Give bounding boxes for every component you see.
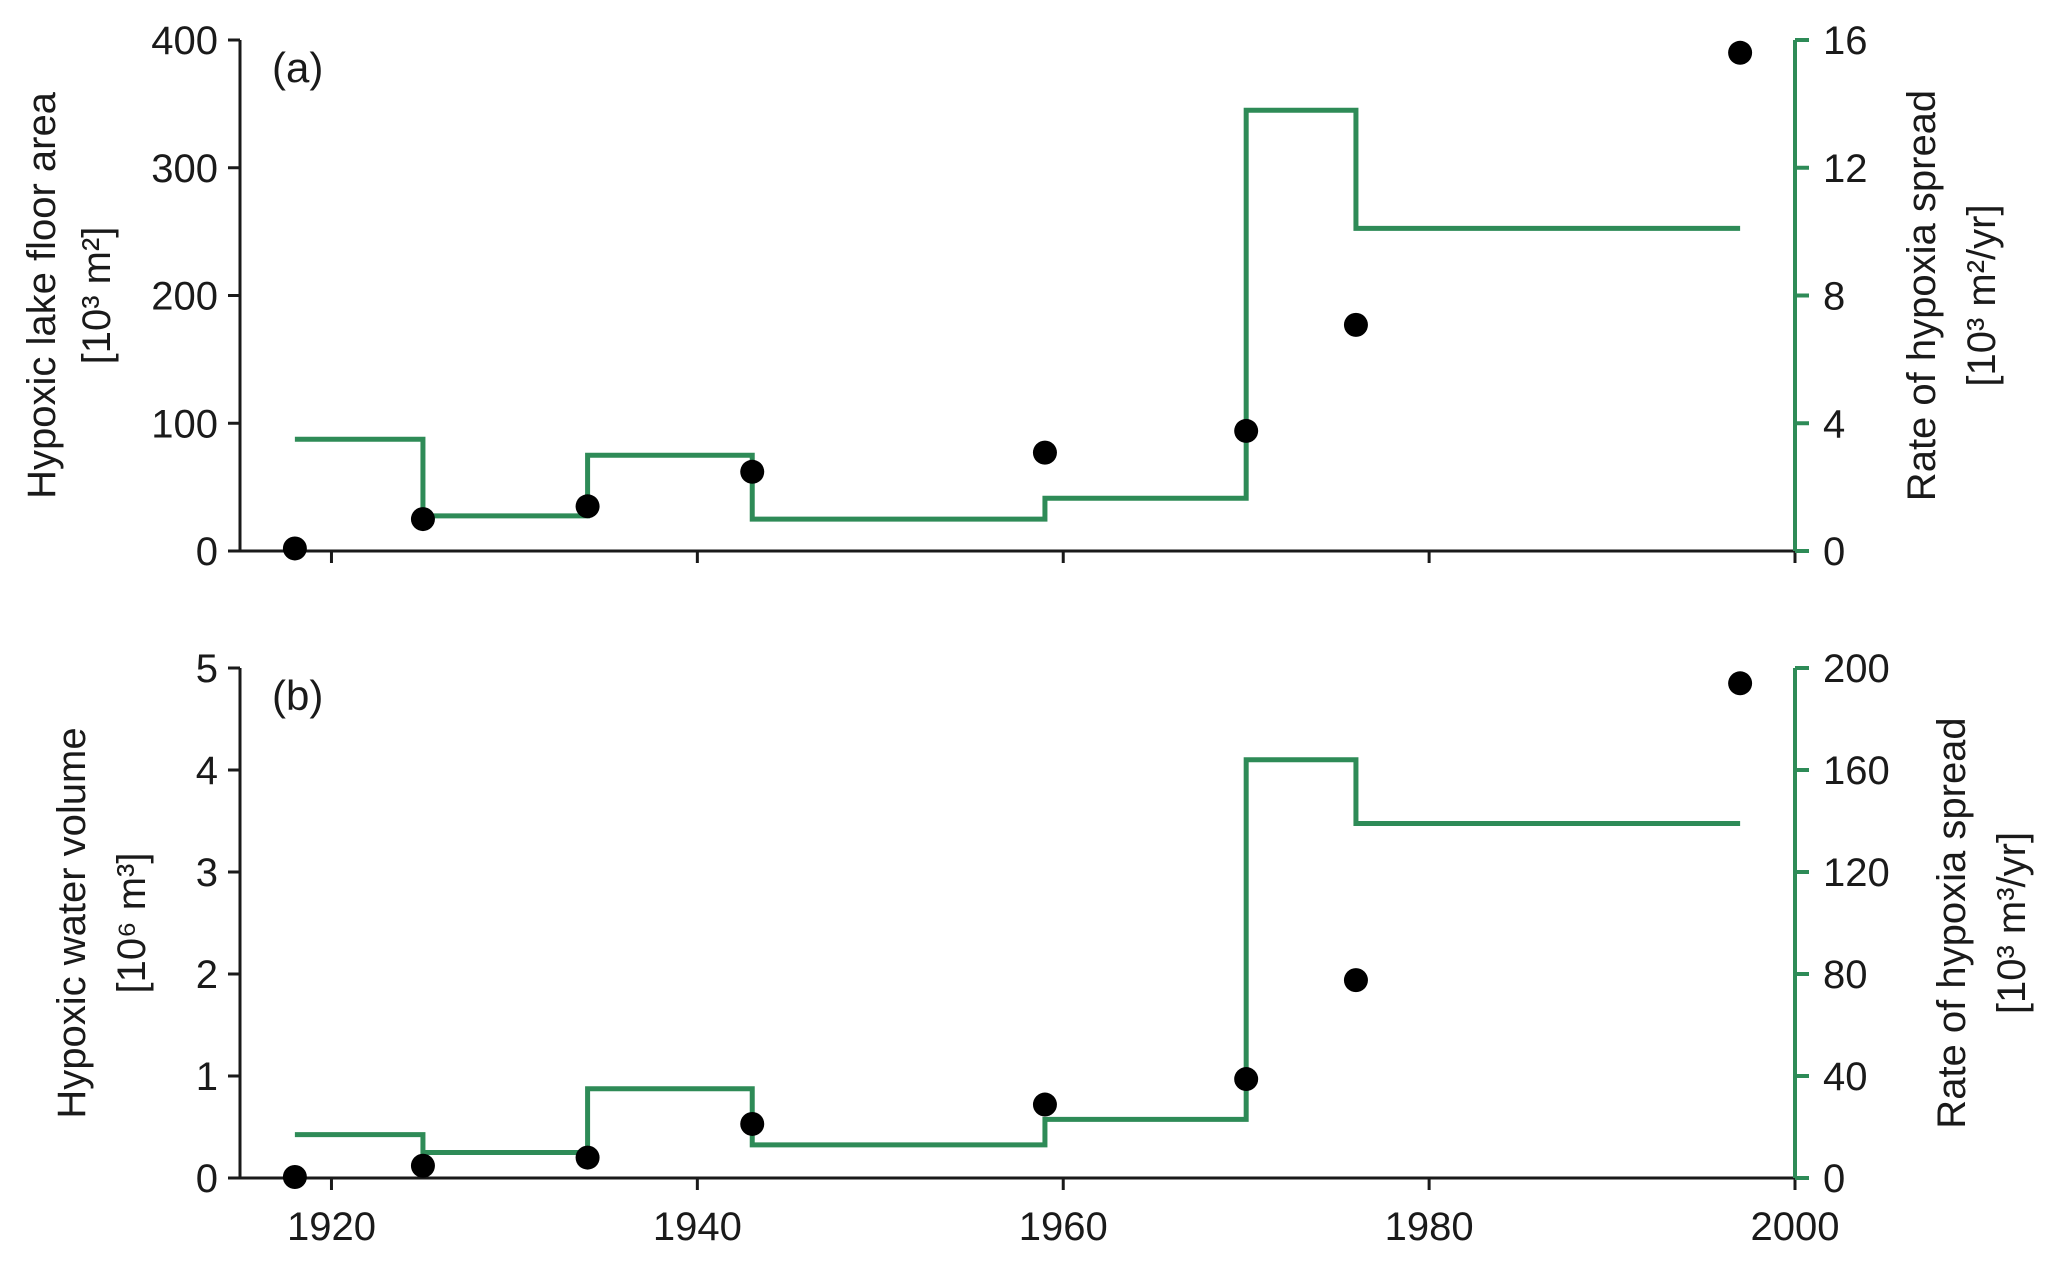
y-tick-label-left: 1: [196, 1055, 218, 1099]
panel-a: 0 100 200 300 400 0 4 8 12 16 Hypoxic lake floor a…: [20, 19, 2004, 574]
x-tick-label: 1940: [653, 1205, 742, 1249]
y-tick-label-left: 200: [151, 275, 218, 319]
rate-step-line: [294, 107, 1741, 522]
y-axis-title-right: Rate of hypoxia spread: [1930, 717, 1974, 1128]
data-point: [410, 1153, 435, 1178]
data-point: [1234, 1067, 1259, 1092]
x-tick-label: 1920: [287, 1205, 376, 1249]
data-point: [1343, 312, 1368, 337]
y-tick-label-left: 400: [151, 19, 218, 63]
data-point: [1032, 1092, 1057, 1117]
y-axis-title-left: [10³ m²]: [75, 227, 119, 365]
y-axis-title-left: Hypoxic water volume: [50, 727, 94, 1118]
y-tick-label-right: 160: [1823, 749, 1890, 793]
data-point: [282, 536, 307, 561]
y-tick-label-left: 0: [196, 1157, 218, 1201]
rate-step-line: [294, 757, 1741, 1155]
y-tick-label-left: 2: [196, 953, 218, 997]
data-point: [575, 1145, 600, 1170]
y-axis-title-left: [10⁶ m³]: [110, 853, 154, 994]
y-tick-label-left: 4: [196, 749, 218, 793]
y-tick-label-right: 4: [1823, 402, 1845, 446]
data-point: [1234, 418, 1259, 443]
y-tick-label-right: 12: [1823, 147, 1868, 191]
data-point: [410, 507, 435, 532]
y-axis-title-right: [10³ m²/yr]: [1960, 204, 2004, 386]
data-point: [1728, 40, 1753, 65]
data-point: [1728, 671, 1753, 696]
data-point: [740, 1111, 765, 1136]
y-tick-label-right: 0: [1823, 1157, 1845, 1201]
panel-label: (a): [272, 44, 323, 91]
y-tick-label-left: 100: [151, 402, 218, 446]
y-tick-label-left: 5: [196, 647, 218, 691]
x-tick-label: 1980: [1385, 1205, 1474, 1249]
y-tick-label-right: 8: [1823, 275, 1845, 319]
y-tick-label-right: 80: [1823, 953, 1868, 997]
data-point: [575, 494, 600, 519]
y-tick-label-left: 0: [196, 530, 218, 574]
y-tick-label-left: 300: [151, 147, 218, 191]
y-axis-title-right: [10³ m³/yr]: [1990, 832, 2034, 1014]
data-point: [282, 1164, 307, 1189]
y-tick-label-right: 16: [1823, 19, 1868, 63]
y-tick-label-right: 40: [1823, 1055, 1868, 1099]
y-tick-label-right: 0: [1823, 530, 1845, 574]
data-point: [1032, 440, 1057, 465]
y-tick-label-right: 200: [1823, 647, 1890, 691]
y-tick-label-right: 120: [1823, 851, 1890, 895]
x-tick-label: 1960: [1019, 1205, 1108, 1249]
panel-label: (b): [272, 672, 323, 719]
x-tick-label: 2000: [1751, 1205, 1840, 1249]
y-axis-title-right: Rate of hypoxia spread: [1900, 90, 1944, 501]
data-point: [1343, 968, 1368, 993]
y-axis-title-left: Hypoxic lake floor area: [20, 91, 64, 499]
y-tick-label-left: 3: [196, 851, 218, 895]
data-point: [740, 459, 765, 484]
